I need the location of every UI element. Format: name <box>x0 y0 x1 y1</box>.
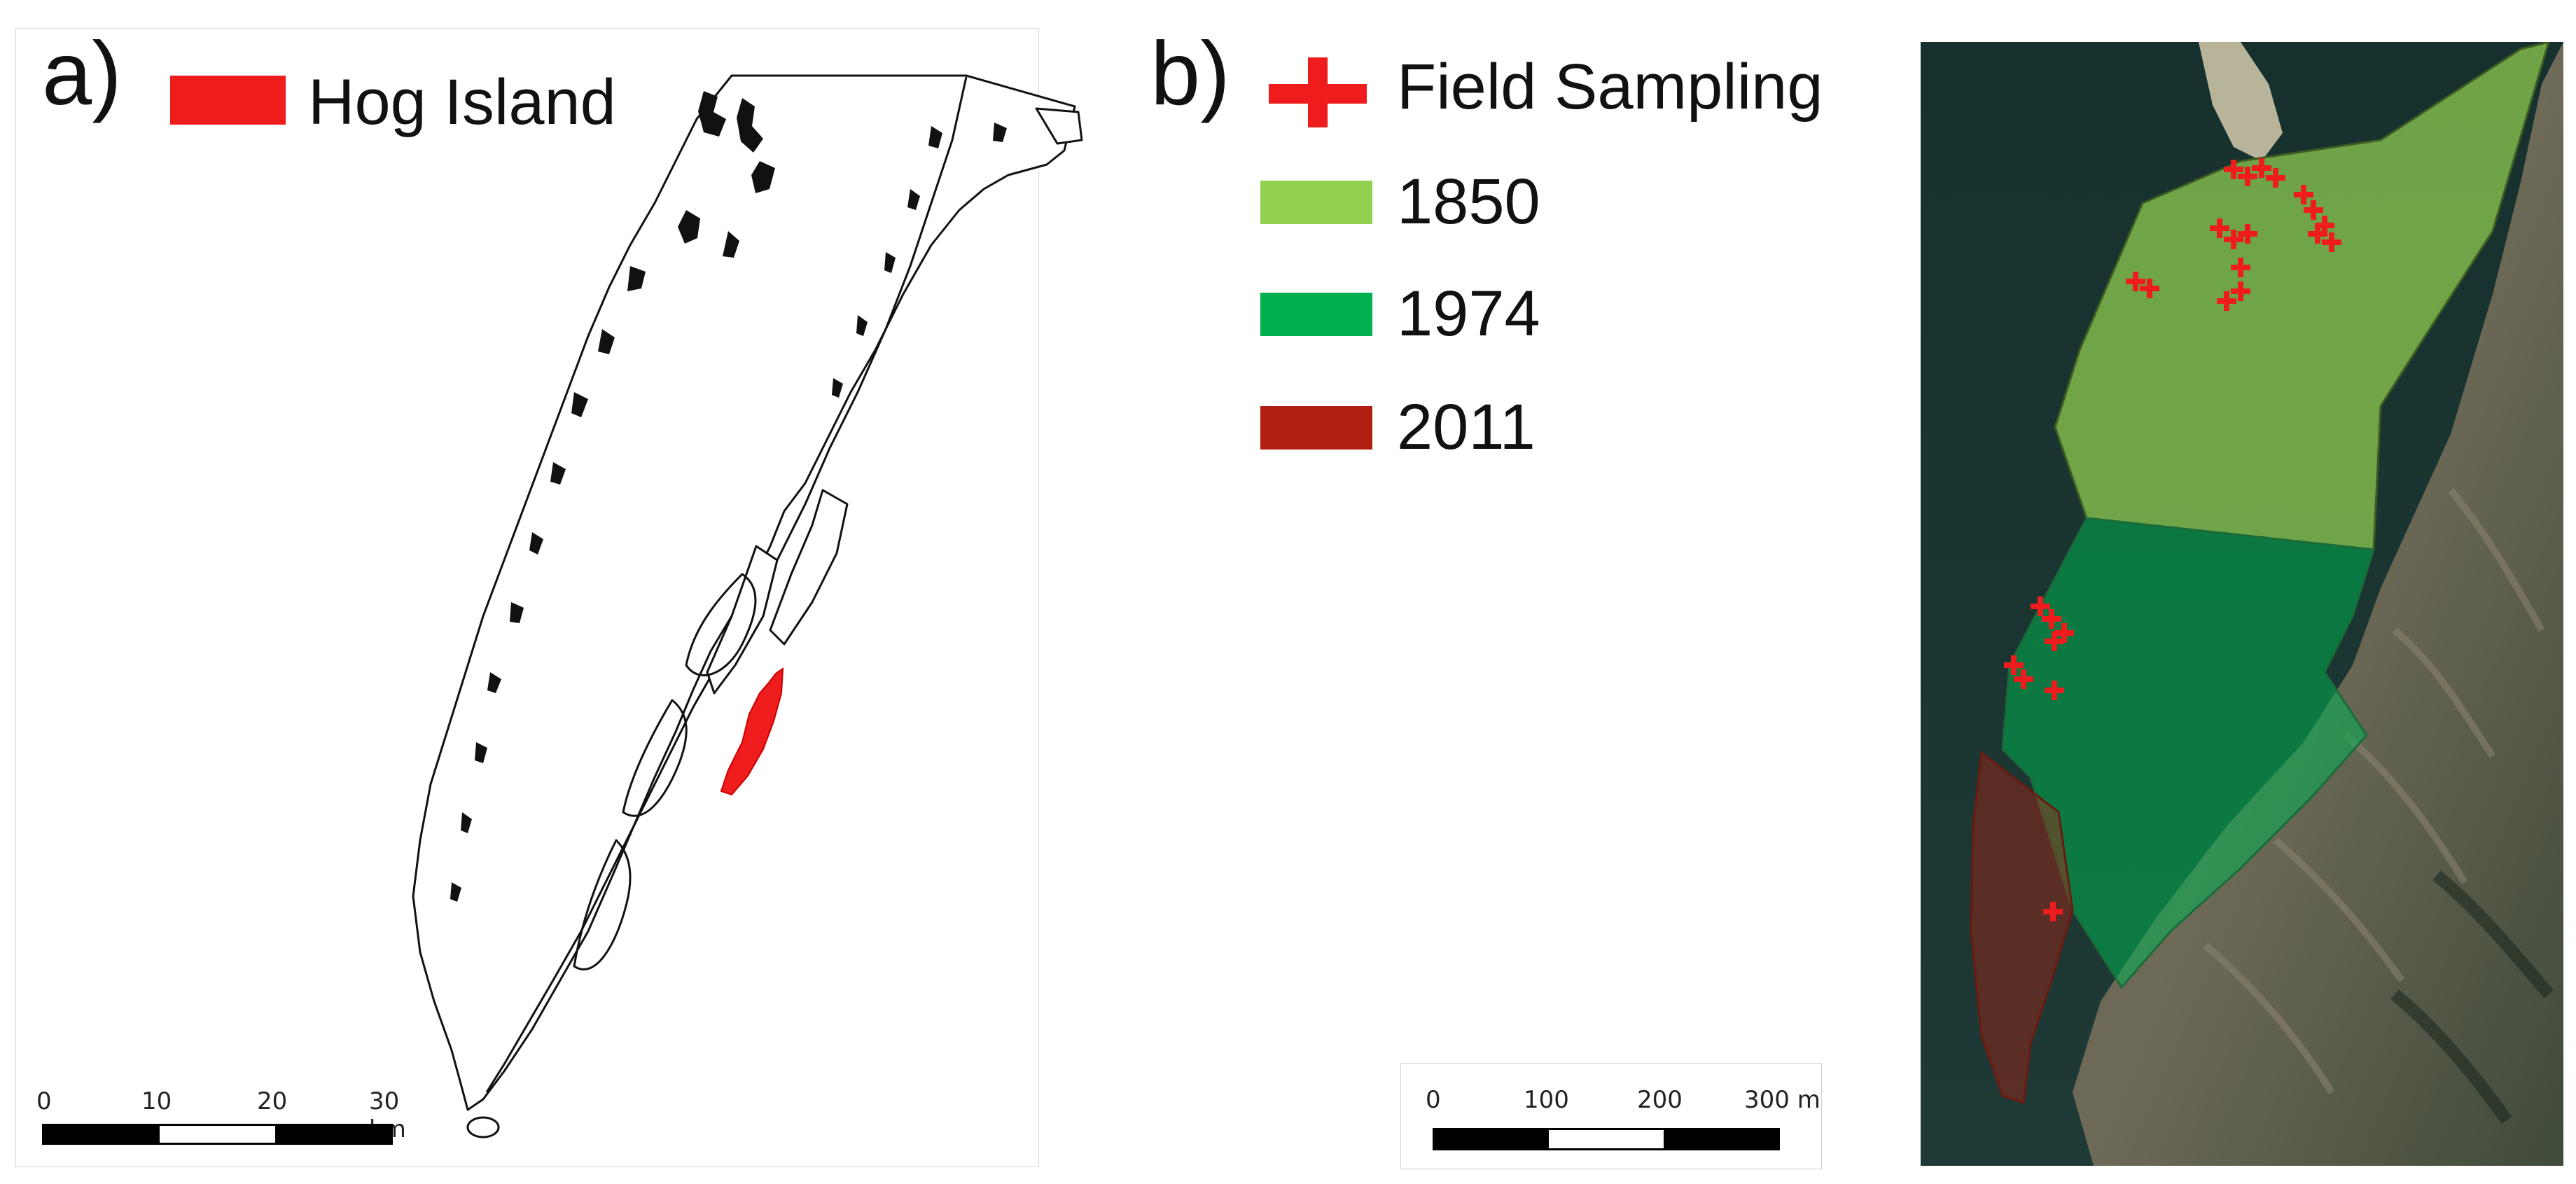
legend-swatch-1850 <box>1260 181 1372 224</box>
scale-tick-label: 20 <box>257 1087 288 1115</box>
panel-b-scalebar: 0 100 200 300 m <box>1400 1063 1822 1169</box>
panel-b-label: b) <box>1150 24 1230 124</box>
lagoon-outline <box>685 573 757 676</box>
cross-icon <box>1269 57 1367 127</box>
legend-label-1974: 1974 <box>1397 278 1540 349</box>
legend-label-1850: 1850 <box>1397 166 1540 237</box>
sample-points <box>2004 158 2341 921</box>
sample-cluster-1974 <box>2004 597 2074 700</box>
polygon-2011 <box>1970 751 2074 1105</box>
scale-tick-label: 100 <box>1524 1086 1569 1114</box>
scale-tick-label: 0 <box>36 1087 52 1115</box>
hog-island-shape <box>720 667 784 796</box>
panel-a-label: a) <box>42 24 122 124</box>
legend-label-2011: 2011 <box>1397 391 1536 463</box>
scale-tick-label: 300 m <box>1744 1086 1820 1114</box>
field-sampling-legend-label: Field Sampling <box>1397 51 1823 123</box>
sample-cluster-1850 <box>2126 158 2341 311</box>
scale-tick-label: 10 <box>141 1087 172 1115</box>
sample-cluster-2011 <box>2043 902 2063 921</box>
panel-a <box>15 28 1039 1167</box>
legend-swatch-1974 <box>1260 293 1372 336</box>
panel-a-scalebar: 0 10 20 30 km <box>29 1082 418 1152</box>
hog-island-legend-swatch <box>170 76 286 125</box>
barrier-island <box>706 545 779 695</box>
scale-tick-label: 0 <box>1426 1086 1441 1114</box>
lagoon-outline <box>573 839 632 970</box>
polygon-1974 <box>2001 517 2375 989</box>
hog-island-legend-label: Hog Island <box>308 67 616 138</box>
legend-swatch-2011 <box>1260 406 1372 450</box>
lagoon-outline <box>622 699 688 817</box>
barrier-island <box>1035 107 1083 145</box>
polygon-1850 <box>2054 42 2550 551</box>
scale-tick-label: 200 <box>1637 1086 1683 1114</box>
barrier-island <box>769 489 849 646</box>
